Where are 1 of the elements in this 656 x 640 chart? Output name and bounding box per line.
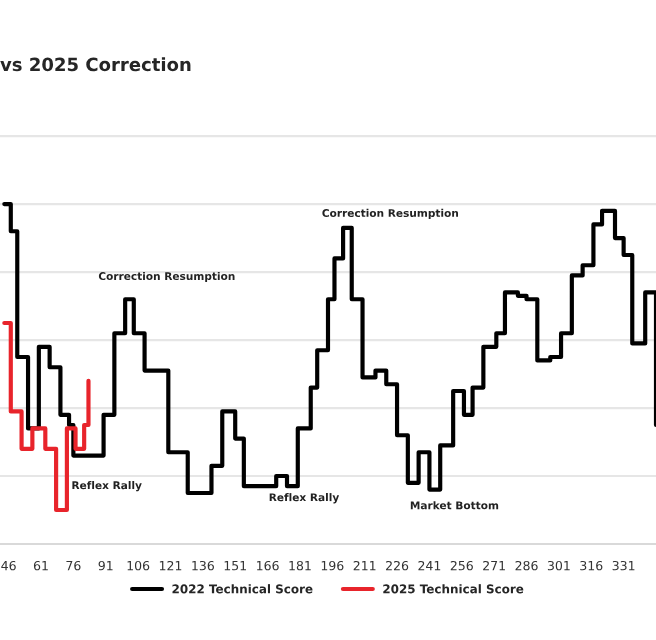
chart-title: vs 2025 Correction [0, 57, 191, 72]
